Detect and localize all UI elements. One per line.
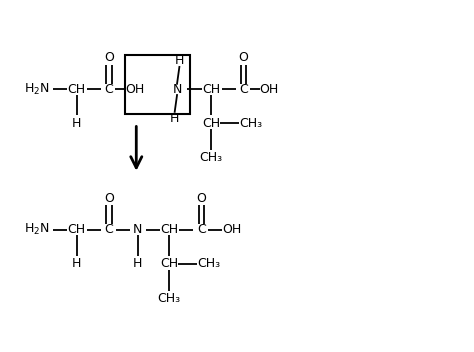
- Text: C: C: [105, 83, 113, 96]
- Text: CH: CH: [160, 257, 178, 270]
- Text: H: H: [72, 257, 82, 270]
- Text: H: H: [133, 257, 142, 270]
- Text: OH: OH: [125, 83, 145, 96]
- Text: CH₃: CH₃: [200, 151, 223, 164]
- Text: H: H: [175, 54, 184, 67]
- Text: H: H: [72, 117, 82, 130]
- Text: O: O: [104, 51, 114, 64]
- Text: CH₃: CH₃: [239, 117, 263, 130]
- Text: O: O: [104, 191, 114, 205]
- Text: N: N: [133, 223, 142, 236]
- Text: H: H: [170, 112, 179, 125]
- Text: CH: CH: [68, 83, 86, 96]
- Text: CH: CH: [68, 223, 86, 236]
- Text: OH: OH: [259, 83, 279, 96]
- Text: O: O: [196, 191, 206, 205]
- Text: CH₃: CH₃: [157, 292, 181, 305]
- Text: CH: CH: [160, 223, 178, 236]
- Text: H$_2$N: H$_2$N: [24, 222, 49, 237]
- Text: CH: CH: [202, 83, 220, 96]
- Bar: [125, 55, 190, 114]
- Text: OH: OH: [222, 223, 241, 236]
- Text: C: C: [197, 223, 206, 236]
- Text: CH₃: CH₃: [197, 257, 220, 270]
- Text: C: C: [239, 83, 248, 96]
- Text: C: C: [105, 223, 113, 236]
- Text: H$_2$N: H$_2$N: [24, 82, 49, 97]
- Text: O: O: [238, 51, 248, 64]
- Text: N: N: [173, 83, 182, 96]
- Text: CH: CH: [202, 117, 220, 130]
